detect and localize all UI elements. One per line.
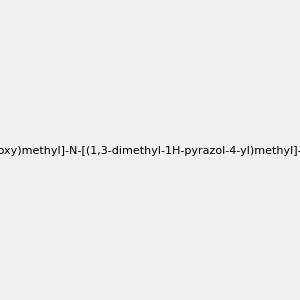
Text: 1-[(2-chloro-5-methylphenoxy)methyl]-N-[(1,3-dimethyl-1H-pyrazol-4-yl)methyl]-1H: 1-[(2-chloro-5-methylphenoxy)methyl]-N-[…: [0, 146, 300, 157]
